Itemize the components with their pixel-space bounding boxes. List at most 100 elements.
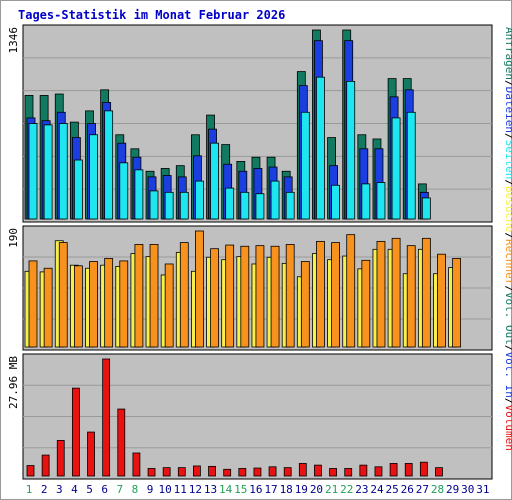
seiten-bar [43,124,53,220]
x-tick-label: 17 [264,483,277,496]
x-tick-label: 22 [340,483,353,496]
rechner-bar [255,245,265,348]
volumen-bar [298,463,307,477]
seiten-bar [316,76,325,220]
x-tick-label: 11 [174,483,187,496]
legend-item: / [503,179,512,186]
bars [24,29,462,477]
volumen-bar [87,431,95,477]
seiten-bar [406,111,416,220]
seiten-bar [376,182,386,220]
x-tick-label: 5 [86,483,93,496]
rechner-bar [43,267,53,348]
legend-item: / [503,345,512,352]
legend-item: Seiten [503,140,512,180]
legend-item: / [503,398,512,405]
x-tick-label: 6 [101,483,108,496]
volumen-bar [359,464,368,477]
rechner-bar [134,244,144,348]
seiten-bar [73,159,83,220]
chart-title: Tages-Statistik im Monat Februar 2026 [18,8,285,22]
rechner-bar [225,244,235,348]
volumen-bar [162,467,171,477]
seiten-bar [300,111,310,220]
x-tick-label: 4 [71,483,78,496]
seiten-bar [195,180,204,220]
seiten-bar [346,80,356,220]
rechner-bar [195,230,204,348]
rechner-bar [270,245,280,348]
legend-text: Anfragen/Dateien/Seiten/Besuche/Rechner/… [503,27,512,451]
rechner-bar [210,248,219,348]
seiten-bar [225,187,235,220]
rechner-bar [58,242,68,348]
y-axis-labels: 1346 190 27.96 MB [7,27,20,409]
rechner-bar [316,240,325,348]
volumen-bar [102,358,111,477]
volumen-bar [268,466,277,477]
rechner-bar [179,242,189,348]
legend-item: Besuche [503,186,512,232]
x-tick-label: 30 [461,483,474,496]
rechner-bar [437,253,446,348]
seiten-bar [240,191,250,220]
mid-max-label: 190 [7,228,20,248]
seiten-bar [134,169,144,220]
x-tick-label: 31 [476,483,489,496]
rechner-bar [73,265,83,348]
volumen-bar [404,463,413,477]
volumen-bar [56,440,65,477]
x-tick-label: 13 [204,483,217,496]
rechner-bar [164,263,174,348]
rechner-bar [119,260,129,348]
legend-item: Anfragen [503,27,512,80]
volumen-bar [419,461,428,477]
rechner-bar [361,259,371,348]
seiten-bar [391,117,401,220]
x-tick-label: 27 [416,483,429,496]
rechner-bar [285,244,295,348]
volumen-bar [147,468,156,477]
x-tick-label: 10 [159,483,172,496]
seiten-bar [58,123,68,220]
seiten-bar [164,191,174,220]
x-tick-label: 24 [370,483,384,496]
volumen-bar [374,466,383,477]
x-tick-label: 29 [446,483,459,496]
volumen-bar [177,467,186,477]
volumen-bar [26,465,35,477]
seiten-bar [270,180,280,220]
rechner-bar [406,245,416,348]
x-tick-label: 2 [41,483,48,496]
volumen-bar [435,467,443,477]
seiten-bar [421,197,431,220]
volumen-bar [223,468,232,477]
right-legend: Anfragen/Dateien/Seiten/Besuche/Rechner/… [503,27,512,451]
x-tick-label: 15 [234,483,247,496]
rechner-bar [28,260,38,348]
seiten-bar [28,123,38,220]
x-tick-label: 14 [219,483,233,496]
x-axis-labels: 1 2 3 4 5 6 7 8 9 10 11 12 13 14 15 16 17 18 19 20 21 22 23 24 2… [26,483,490,496]
rechner-bar [89,261,98,348]
x-tick-label: 28 [431,483,444,496]
x-tick-label: 20 [310,483,323,496]
x-tick-label: 3 [56,483,63,496]
volumen-bar [344,468,353,477]
volumen-bar [117,408,126,477]
legend-item: / [503,133,512,140]
rechner-bar [240,245,250,348]
volumen-bar [132,452,141,477]
volumen-bar [283,467,292,477]
volumen-bar [208,465,216,477]
x-tick-label: 16 [249,483,262,496]
rechner-bar [421,237,431,348]
legend-item: / [503,232,512,239]
x-tick-label: 9 [147,483,154,496]
seiten-bar [179,191,189,220]
seiten-bar [210,142,219,220]
x-tick-label: 18 [280,483,293,496]
rechner-bar [331,242,340,348]
